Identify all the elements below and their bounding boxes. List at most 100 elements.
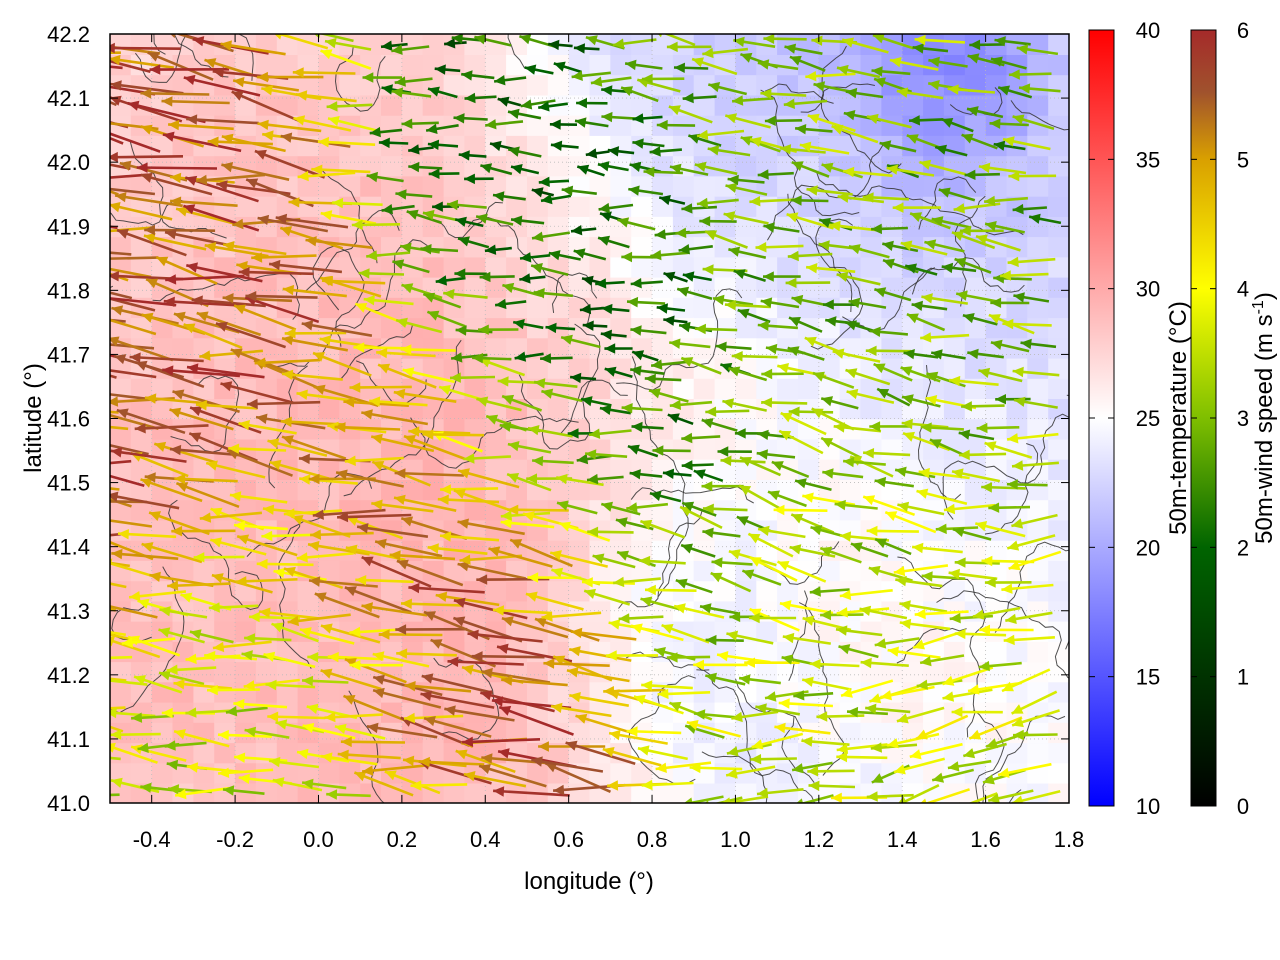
wind-arrow-head	[301, 320, 314, 331]
temperature-cell	[860, 398, 883, 420]
wind-arrow-head	[845, 368, 858, 379]
wind-arrow-head	[883, 258, 895, 269]
temperature-cell	[568, 722, 591, 744]
wind-arrow-head	[702, 527, 714, 538]
wind-arrow-head	[434, 64, 446, 75]
wind-arrow	[1016, 44, 1059, 56]
wind-arrow-head	[327, 421, 339, 432]
wind-arrow-head	[192, 36, 205, 47]
wind-arrow	[649, 490, 682, 503]
wind-arrow	[807, 766, 855, 777]
y-tick-label: 41.8	[47, 278, 90, 303]
temperature-cell	[401, 641, 424, 663]
wind-arrow	[140, 478, 203, 503]
wind-arrow-head	[633, 694, 646, 705]
wind-arrow	[164, 740, 207, 751]
wind-arrow-head	[110, 396, 119, 407]
wind-arrow	[378, 629, 443, 640]
wind-arrow-shaft	[110, 46, 181, 50]
wind-arrow	[207, 136, 273, 147]
temperature-cell	[818, 762, 841, 784]
temperature-cell	[401, 135, 424, 157]
temperature-cell	[276, 580, 299, 602]
wind-arrow-head	[481, 667, 493, 679]
temperature-cell	[255, 661, 278, 683]
wind-arrow-shaft	[372, 689, 442, 709]
wind-arrow-shaft	[110, 393, 157, 402]
wind-arrow-shaft	[116, 228, 187, 257]
wind-arrow-shaft	[570, 630, 637, 641]
wind-arrow-head	[728, 549, 741, 560]
wind-arrow	[630, 325, 667, 336]
temperature-cell	[985, 580, 1008, 602]
temperature-cell	[610, 54, 632, 76]
wind-arrow	[110, 561, 130, 568]
wind-arrow-head	[166, 664, 178, 675]
wind-arrow	[399, 242, 440, 254]
wind-arrow	[362, 72, 403, 83]
wind-arrow	[782, 632, 831, 645]
wind-arrow-shaft	[175, 481, 240, 509]
wind-arrow	[833, 422, 882, 433]
temperature-cell	[506, 580, 528, 602]
wind-arrow-shaft	[308, 579, 378, 588]
temperature-cell	[923, 54, 945, 76]
wind-arrow-head	[621, 251, 633, 263]
wind-arrow	[1012, 366, 1060, 378]
wind-arrow-head	[662, 468, 675, 479]
wind-arrow-head	[749, 196, 761, 207]
temperature-cell	[464, 499, 486, 521]
wind-arrow-head	[462, 664, 474, 675]
temperature-cell	[652, 337, 674, 359]
wind-arrow-head	[669, 399, 681, 410]
temperature-cell	[401, 216, 424, 238]
wind-arrow	[366, 250, 411, 261]
wind-arrow	[955, 290, 998, 303]
wind-arrow-shaft	[110, 494, 180, 510]
wind-arrow-head	[821, 438, 834, 448]
temperature-cell	[964, 580, 987, 602]
wind-arrow-shaft	[110, 459, 132, 465]
wind-arrow	[1005, 611, 1053, 624]
temperature-cell	[235, 276, 257, 298]
temperature-cell	[110, 762, 132, 784]
wind-arrow-head	[777, 561, 790, 571]
wind-arrow	[656, 303, 686, 314]
wind-arrow-head	[947, 761, 960, 772]
wind-arrow-head	[640, 519, 653, 530]
temperature-cell	[672, 418, 695, 440]
wind-arrow-head	[147, 52, 160, 62]
temperature-cell	[652, 661, 674, 683]
wind-arrow-head	[736, 516, 749, 526]
wind-arrow-head	[668, 105, 681, 116]
wind-arrow-head	[590, 76, 603, 87]
wind-arrow	[507, 108, 542, 120]
wind-arrow	[702, 503, 748, 514]
wind-arrow	[984, 441, 1033, 459]
temperature-cell	[464, 701, 486, 723]
wind-arrow-head	[384, 770, 397, 781]
temperature-cell	[902, 378, 924, 399]
wind-arrow-head	[502, 282, 515, 293]
wind-arrow	[569, 372, 597, 384]
wind-arrow-shaft	[144, 228, 216, 232]
wind-arrow-head	[427, 543, 439, 554]
wind-arrow-head	[573, 248, 586, 259]
wind-arrow-head	[787, 346, 800, 357]
wind-arrow	[694, 323, 738, 335]
temperature-cell	[401, 94, 424, 116]
temperature-cell	[1048, 135, 1069, 157]
wind-arrow	[726, 743, 772, 757]
temperature-cell	[860, 297, 883, 319]
wind-arrow	[568, 646, 632, 662]
wind-arrow-head	[88, 627, 100, 637]
wind-arrow	[381, 204, 415, 215]
wind-arrow	[396, 559, 464, 587]
wind-arrow	[527, 572, 582, 583]
wind-arrow-shaft	[453, 599, 528, 620]
wind-arrow-head	[756, 449, 768, 460]
wind-arrow-head	[681, 432, 693, 444]
wind-arrow-head	[292, 67, 304, 78]
wind-arrow	[245, 291, 318, 302]
wind-arrow-head	[274, 34, 282, 40]
